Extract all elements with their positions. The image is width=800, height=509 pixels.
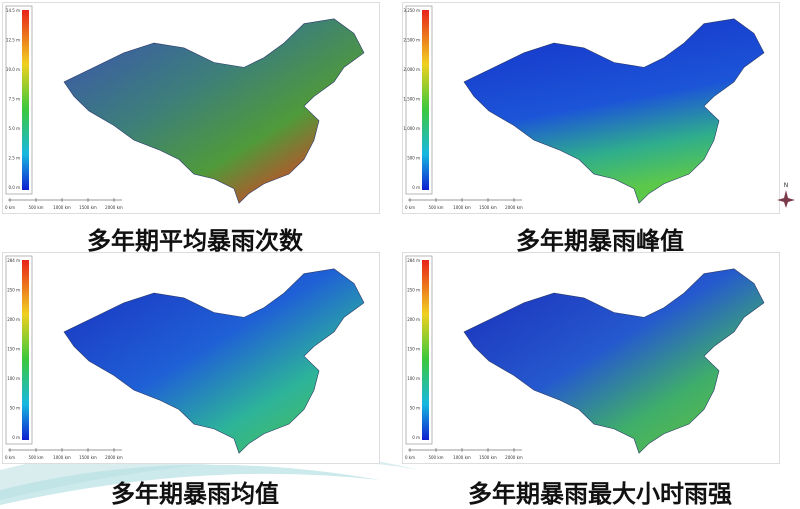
legend-label: 1,500 m: [403, 97, 420, 102]
panel-caption: 多年期暴雨最大小时雨强: [468, 480, 732, 508]
colorbar: [422, 260, 429, 440]
legend-label: 200 m: [7, 317, 20, 322]
legend-label: 200 m: [407, 317, 420, 322]
legend-label: 284 m: [407, 258, 420, 263]
legend-label: 7.5 m: [8, 97, 20, 102]
scale-label: 1000 km: [453, 205, 471, 210]
legend-label: 1,000 m: [403, 126, 420, 131]
legend-label: 14.5 m: [6, 8, 20, 13]
legend-label: 100 m: [407, 376, 420, 381]
panel-caption: 多年期平均暴雨次数: [87, 227, 303, 255]
scale-label: 1500 km: [79, 205, 97, 210]
legend-label: 10.0 m: [6, 67, 20, 72]
legend-label: 150 m: [7, 347, 20, 352]
scale-label: 1000 km: [53, 205, 71, 210]
scale-label: 1000 km: [453, 455, 471, 460]
legend-label: 250 m: [407, 288, 420, 293]
compass-label: N: [784, 182, 789, 189]
legend-label: 3,250 m: [403, 8, 420, 13]
scale-label: 0 km: [405, 455, 415, 460]
compass: N: [777, 182, 795, 208]
map-panel: 14.5 m 12.5 m 10.0 m 7.5 m 5.0 m 2.5 m 0.0 m 0 …: [2, 2, 380, 214]
legend-label: 0.0 m: [8, 185, 20, 190]
scale-label: 0 km: [405, 205, 415, 210]
scale-label: 500 km: [428, 205, 443, 210]
scale-label: 2000 km: [505, 455, 523, 460]
legend-label: 2,000 m: [403, 67, 420, 72]
scale-label: 2000 km: [105, 205, 123, 210]
china-map: [63, 18, 365, 204]
legend-label: 5.0 m: [8, 126, 20, 131]
scale-label: 2000 km: [105, 455, 123, 460]
legend-label: 2,500 m: [403, 38, 420, 43]
legend-label: 50 m: [410, 406, 420, 411]
scale-label: 0 km: [5, 455, 15, 460]
scale-label: 1500 km: [79, 455, 97, 460]
china-map: [63, 268, 365, 454]
colorbar: [22, 260, 29, 440]
colorbar: [422, 10, 429, 190]
legend-label: 150 m: [407, 347, 420, 352]
map-panel: 3,250 m 2,500 m 2,000 m 1,500 m 1,000 m 500 m…: [402, 2, 780, 214]
legend-label: 12.5 m: [6, 38, 20, 43]
compass-star: [777, 190, 795, 208]
legend-label: 500 m: [407, 156, 420, 161]
map-panel: 284 m 250 m 200 m 150 m 100 m 50 m 0 m 0 km 500 …: [402, 252, 780, 464]
china-map: [463, 18, 765, 204]
legend-label: 250 m: [7, 288, 20, 293]
scale-label: 1000 km: [53, 455, 71, 460]
legend-label: 50 m: [10, 406, 20, 411]
china-map: [463, 268, 765, 454]
panel-caption: 多年期暴雨均值: [111, 480, 279, 508]
map-panel: 284 m 250 m 200 m 150 m 100 m 50 m 0 m 0 km 500 …: [2, 252, 380, 464]
legend-label: 0 m: [412, 185, 420, 190]
legend-label: 100 m: [7, 376, 20, 381]
legend-label: 0 m: [12, 435, 20, 440]
scale-label: 1500 km: [479, 455, 497, 460]
scale-label: 500 km: [428, 455, 443, 460]
scale-label: 0 km: [5, 205, 15, 210]
scale-label: 2000 km: [505, 205, 523, 210]
legend-label: 2.5 m: [8, 156, 20, 161]
legend-label: 0 m: [412, 435, 420, 440]
scale-label: 500 km: [28, 455, 43, 460]
scale-label: 1500 km: [479, 205, 497, 210]
legend-label: 284 m: [7, 258, 20, 263]
panel-caption: 多年期暴雨峰值: [516, 227, 684, 255]
colorbar: [22, 10, 29, 190]
scale-label: 500 km: [28, 205, 43, 210]
